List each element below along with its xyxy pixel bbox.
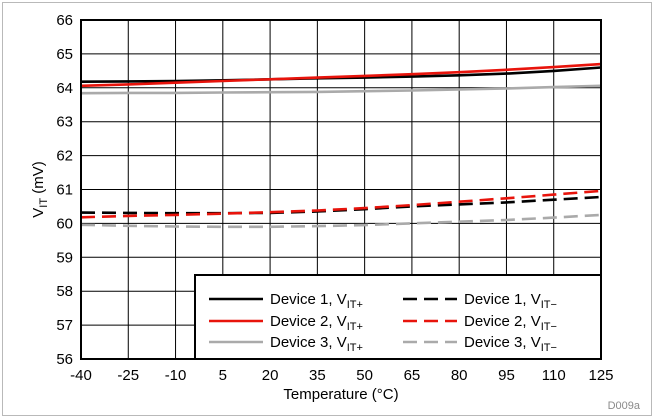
legend-label-5: Device 3, VIT+ (270, 334, 363, 354)
y-tick-label: 60 (56, 215, 73, 232)
y-tick-label: 62 (56, 148, 73, 165)
figure-id-watermark: D009a (608, 400, 641, 412)
x-tick-label: 95 (498, 367, 515, 384)
x-tick-label: 50 (356, 367, 373, 384)
x-tick-label: 125 (588, 367, 613, 384)
series-line-6 (80, 213, 602, 229)
legend-label-subscript: IT+ (347, 321, 363, 333)
y-axis-label: VIT (mV) (30, 161, 50, 217)
legend-label-3: Device 2, VIT+ (270, 313, 363, 333)
x-tick-label: 65 (404, 367, 421, 384)
legend-label-1: Device 1, VIT+ (270, 291, 363, 311)
y-tick-label: 65 (56, 46, 73, 63)
legend-label-text: Device 1, V (270, 291, 347, 308)
legend-label-subscript: IT+ (347, 342, 363, 354)
y-tick-label: 66 (56, 12, 73, 29)
legend-box (194, 274, 602, 360)
y-axis-label-base: V (30, 208, 47, 218)
legend-label-6: Device 3, VIT− (464, 334, 557, 354)
y-tick-label: 61 (56, 182, 73, 199)
series-line-4 (80, 189, 602, 219)
y-axis-label-rest: (mV) (30, 161, 47, 198)
x-tick-label: 35 (309, 367, 326, 384)
legend-label-4: Device 2, VIT− (464, 313, 557, 333)
legend-label-text: Device 3, V (464, 334, 541, 351)
legend-label-text: Device 2, V (464, 313, 541, 330)
series-line-2 (80, 195, 602, 215)
series-line-5 (80, 84, 602, 95)
legend-label-2: Device 1, VIT− (464, 291, 557, 311)
y-tick-label: 57 (56, 317, 73, 334)
legend-label-text: Device 1, V (464, 291, 541, 308)
legend-label-subscript: IT− (541, 321, 557, 333)
y-tick-label: 58 (56, 283, 73, 300)
x-tick-label: 5 (219, 367, 227, 384)
y-axis-label-sub: IT (38, 198, 50, 208)
legend-label-subscript: IT− (541, 299, 557, 311)
legend-label-text: Device 2, V (270, 313, 347, 330)
x-tick-label: -10 (165, 367, 187, 384)
x-tick-labels: -40 -25 -10 5 20 35 50 65 80 95 110 125 (70, 367, 613, 384)
y-tick-label: 63 (56, 114, 73, 131)
x-tick-label: 80 (451, 367, 468, 384)
series-layer (80, 62, 602, 229)
figure-frame (2, 2, 652, 416)
y-tick-label: 56 (56, 351, 73, 368)
y-tick-label: 64 (56, 80, 73, 97)
legend-label-subscript: IT+ (347, 299, 363, 311)
x-tick-label: 20 (262, 367, 279, 384)
x-tick-label: -40 (70, 367, 92, 384)
x-axis-label: Temperature (°C) (283, 386, 398, 403)
series-line-3 (80, 62, 602, 88)
y-tick-labels: 56 57 58 59 60 61 62 63 64 65 66 (56, 12, 73, 368)
legend-label-subscript: IT− (541, 342, 557, 354)
x-tick-label: -25 (117, 367, 139, 384)
legend: Device 1, VIT+ Device 1, VIT−Device 2, VI… (194, 274, 602, 360)
x-tick-label: 110 (542, 367, 566, 384)
y-tick-label: 59 (56, 249, 73, 266)
legend-label-text: Device 3, V (270, 334, 347, 351)
